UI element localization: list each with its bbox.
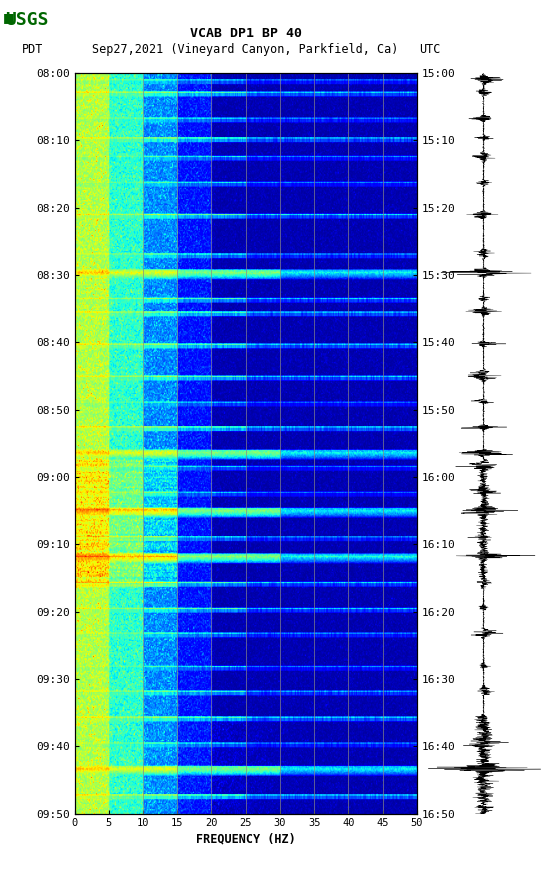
Text: UTC: UTC xyxy=(420,44,441,56)
Text: USGS: USGS xyxy=(6,11,49,29)
Text: PDT: PDT xyxy=(22,44,44,56)
Text: ■: ■ xyxy=(3,11,14,24)
X-axis label: FREQUENCY (HZ): FREQUENCY (HZ) xyxy=(196,832,295,846)
Text: VCAB DP1 BP 40: VCAB DP1 BP 40 xyxy=(190,28,301,40)
Text: Sep27,2021 (Vineyard Canyon, Parkfield, Ca): Sep27,2021 (Vineyard Canyon, Parkfield, … xyxy=(92,44,399,56)
